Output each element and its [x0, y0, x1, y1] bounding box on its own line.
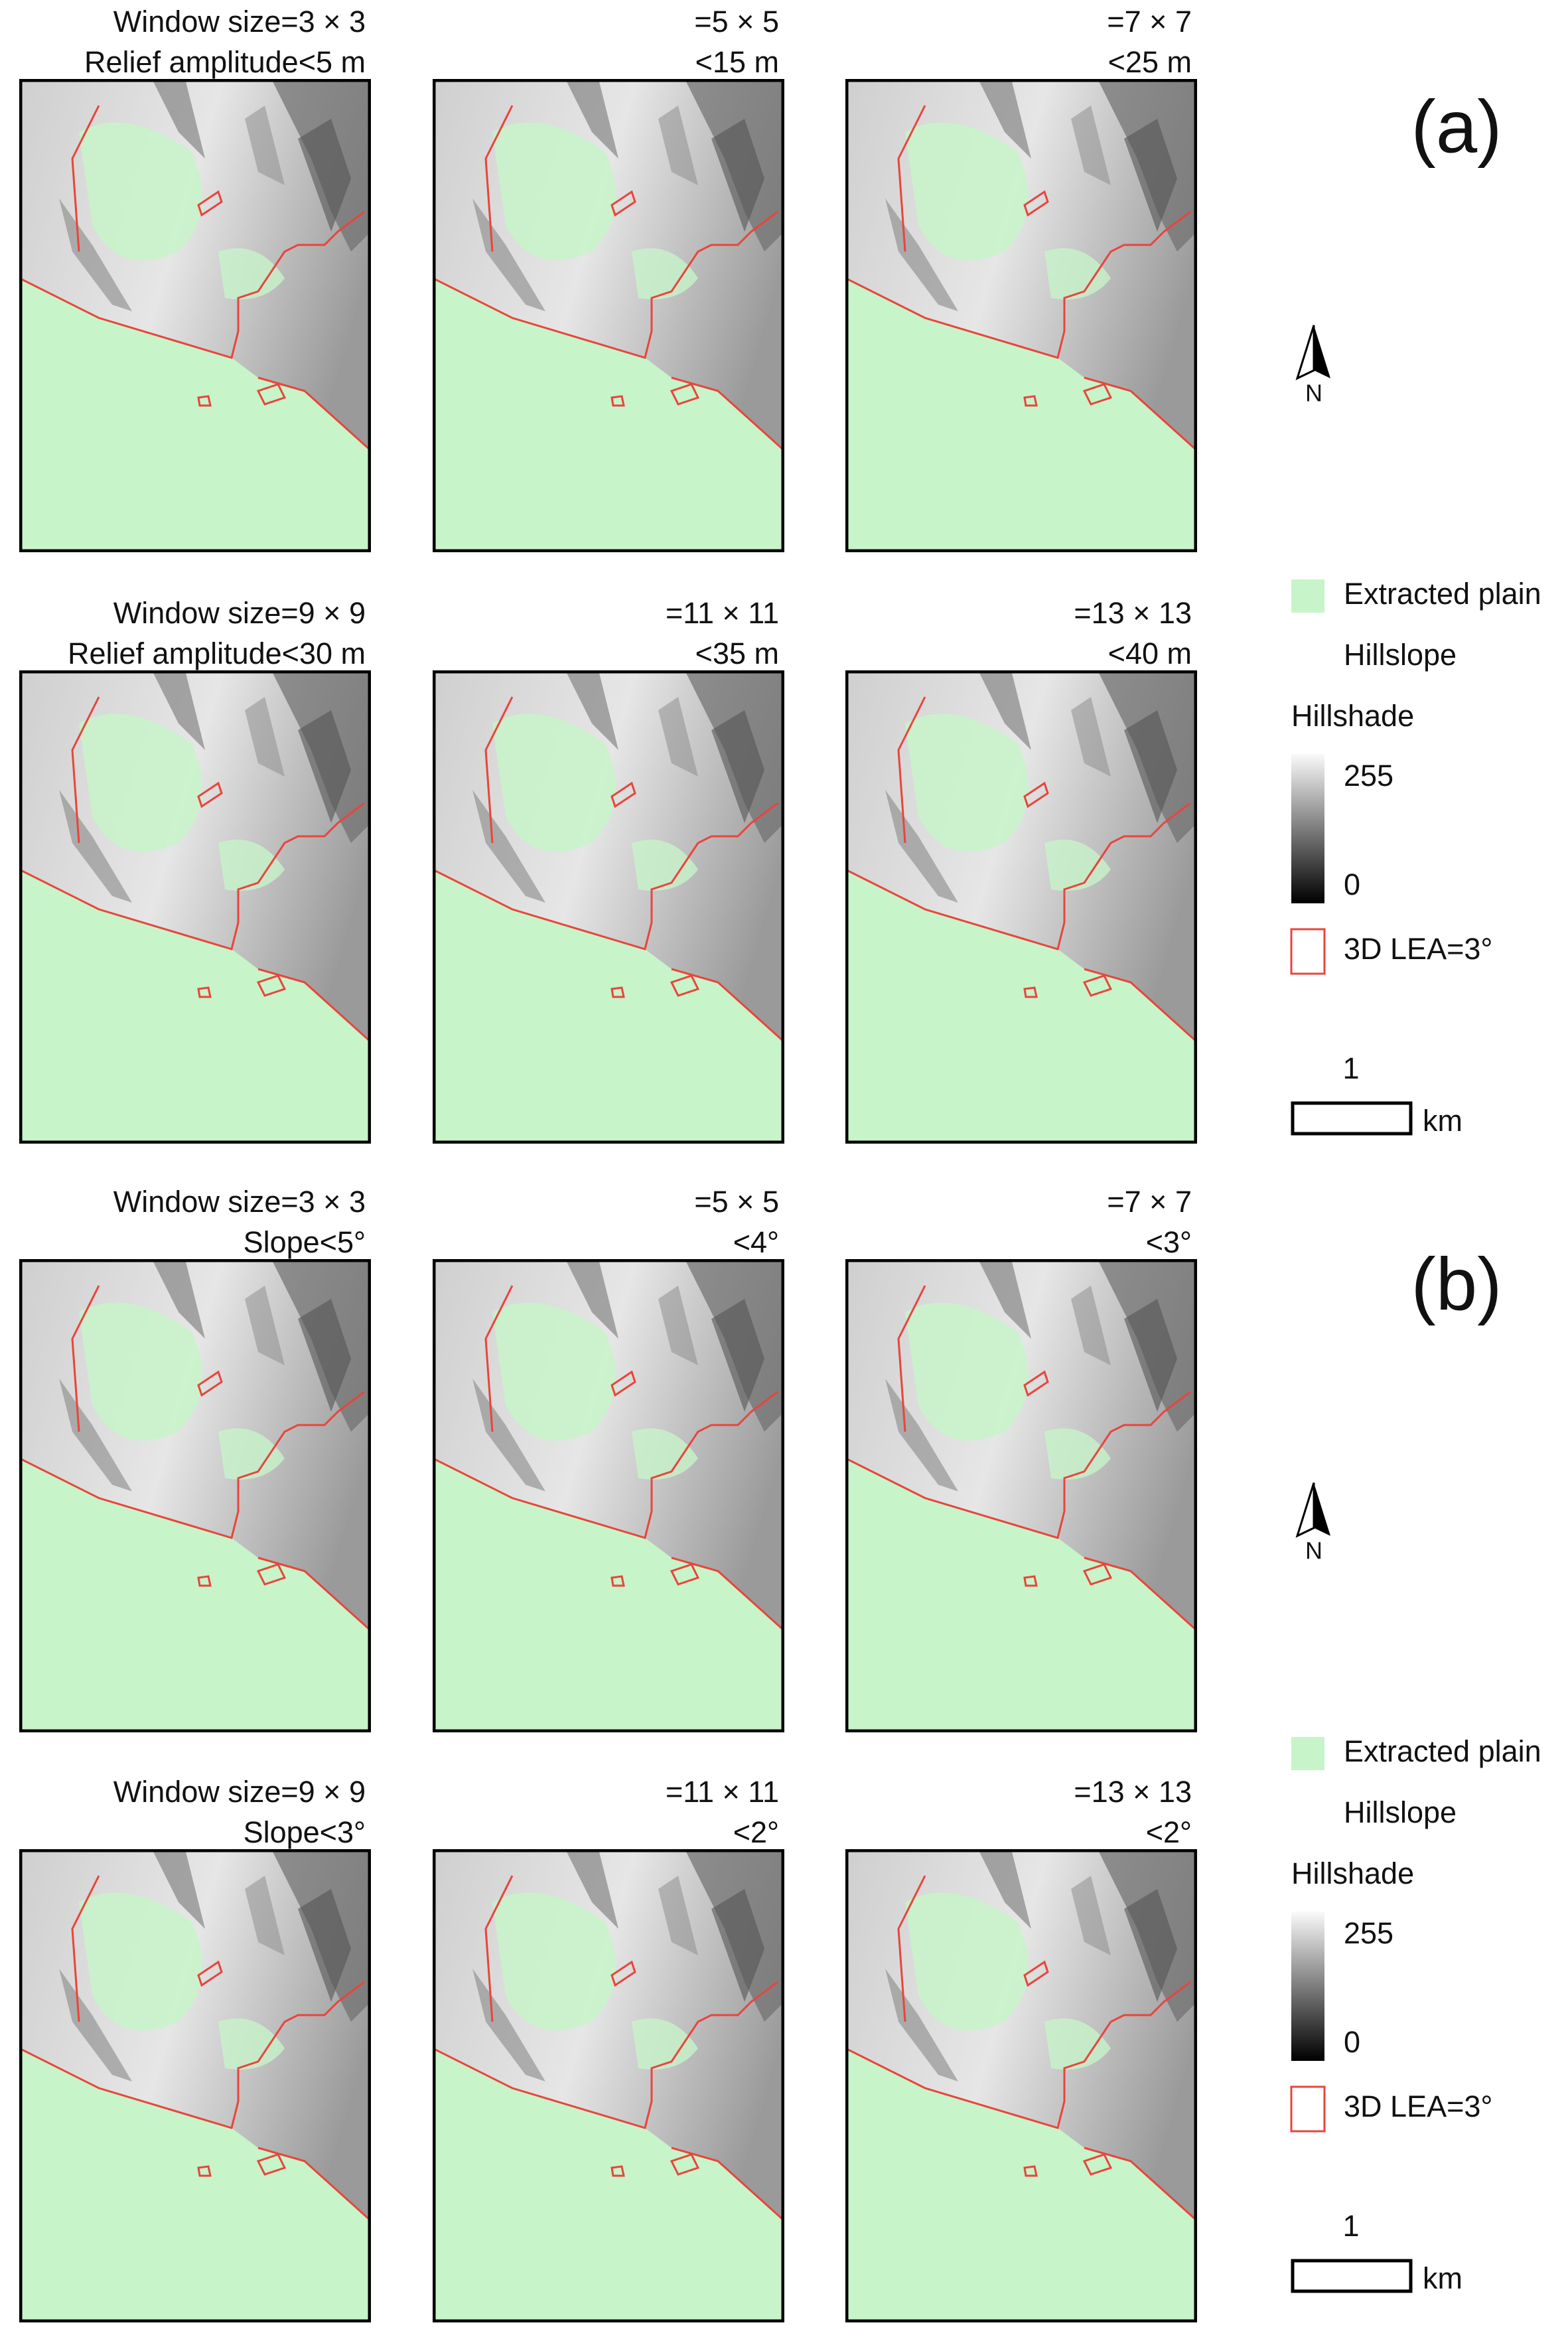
legend-text: Extracted plain — [1344, 577, 1541, 611]
section-label: (a) — [1411, 86, 1502, 169]
legend-swatch — [1291, 1737, 1324, 1770]
legend-text: Hillslope — [1344, 638, 1457, 672]
panel-label: =7 × 7 — [1107, 5, 1192, 38]
panel-label: <4° — [733, 1225, 779, 1259]
panel-label: =13 × 13 — [1074, 596, 1192, 630]
map-panel — [845, 1849, 1197, 2322]
legend-swatch — [1290, 928, 1326, 975]
map-panel — [19, 670, 371, 1144]
panel-label: <40 m — [1108, 637, 1192, 670]
panel-label: Slope<5° — [244, 1225, 366, 1259]
scale-text: 1 — [1342, 1051, 1359, 1085]
legend-text: Hillslope — [1344, 1795, 1457, 1829]
legend-text: Hillshade — [1291, 1856, 1414, 1890]
panel-label: Relief amplitude<30 m — [68, 637, 366, 670]
legend-text: Hillshade — [1291, 699, 1414, 733]
panel-label: <2° — [733, 1815, 779, 1849]
panel-label: Relief amplitude<5 m — [84, 45, 366, 79]
scale-text: km — [1423, 1104, 1462, 1138]
panel-label: Window size=9 × 9 — [113, 1775, 366, 1809]
map-panel — [19, 1259, 371, 1732]
scale-bar — [1291, 2259, 1413, 2293]
north-label: N — [1305, 380, 1322, 407]
map-panel — [433, 1259, 784, 1732]
legend-swatch — [1291, 579, 1324, 613]
panel-label: =11 × 11 — [666, 596, 779, 630]
legend-text: 255 — [1344, 1916, 1393, 1950]
legend-text: 3D LEA=3° — [1344, 932, 1492, 966]
map-panel — [845, 1259, 1197, 1732]
legend-swatch — [1290, 2085, 1326, 2133]
north-arrow — [1295, 1482, 1315, 1538]
hillshade-ramp — [1291, 754, 1324, 903]
panel-label: Window size=9 × 9 — [113, 596, 366, 630]
panel-label: <2° — [1146, 1815, 1192, 1849]
panel-label: Window size=3 × 3 — [113, 1185, 366, 1219]
hillshade-ramp — [1291, 1912, 1324, 2061]
map-panel — [433, 670, 784, 1144]
legend-text: Extracted plain — [1344, 1734, 1541, 1768]
north-label: N — [1305, 1537, 1322, 1564]
north-arrow — [1295, 325, 1315, 380]
north-arrow — [1314, 1483, 1330, 1536]
scale-text: 1 — [1342, 2209, 1359, 2243]
map-panel — [433, 1849, 784, 2322]
map-panel — [19, 79, 371, 552]
panel-label: =13 × 13 — [1074, 1775, 1192, 1809]
panel-label: Slope<3° — [244, 1815, 366, 1849]
scale-text: km — [1423, 2261, 1462, 2295]
panel-label: Window size=3 × 3 — [113, 5, 366, 38]
legend-text: 0 — [1344, 868, 1360, 901]
scale-bar — [1291, 1101, 1413, 1136]
legend-text: 0 — [1344, 2025, 1360, 2059]
map-panel — [433, 79, 784, 552]
panel-label: =5 × 5 — [694, 5, 779, 38]
panel-label: <15 m — [695, 45, 779, 79]
panel-label: <35 m — [695, 637, 779, 670]
legend-text: 255 — [1344, 759, 1393, 792]
section-label: (b) — [1411, 1243, 1502, 1326]
map-panel — [845, 79, 1197, 552]
panel-label: <3° — [1146, 1225, 1192, 1259]
map-panel — [19, 1849, 371, 2322]
panel-label: =7 × 7 — [1107, 1185, 1192, 1219]
map-panel — [845, 670, 1197, 1144]
north-arrow — [1314, 325, 1330, 378]
legend-text: 3D LEA=3° — [1344, 2089, 1492, 2123]
panel-label: =5 × 5 — [694, 1185, 779, 1219]
panel-label: =11 × 11 — [666, 1775, 779, 1809]
panel-label: <25 m — [1108, 45, 1192, 79]
